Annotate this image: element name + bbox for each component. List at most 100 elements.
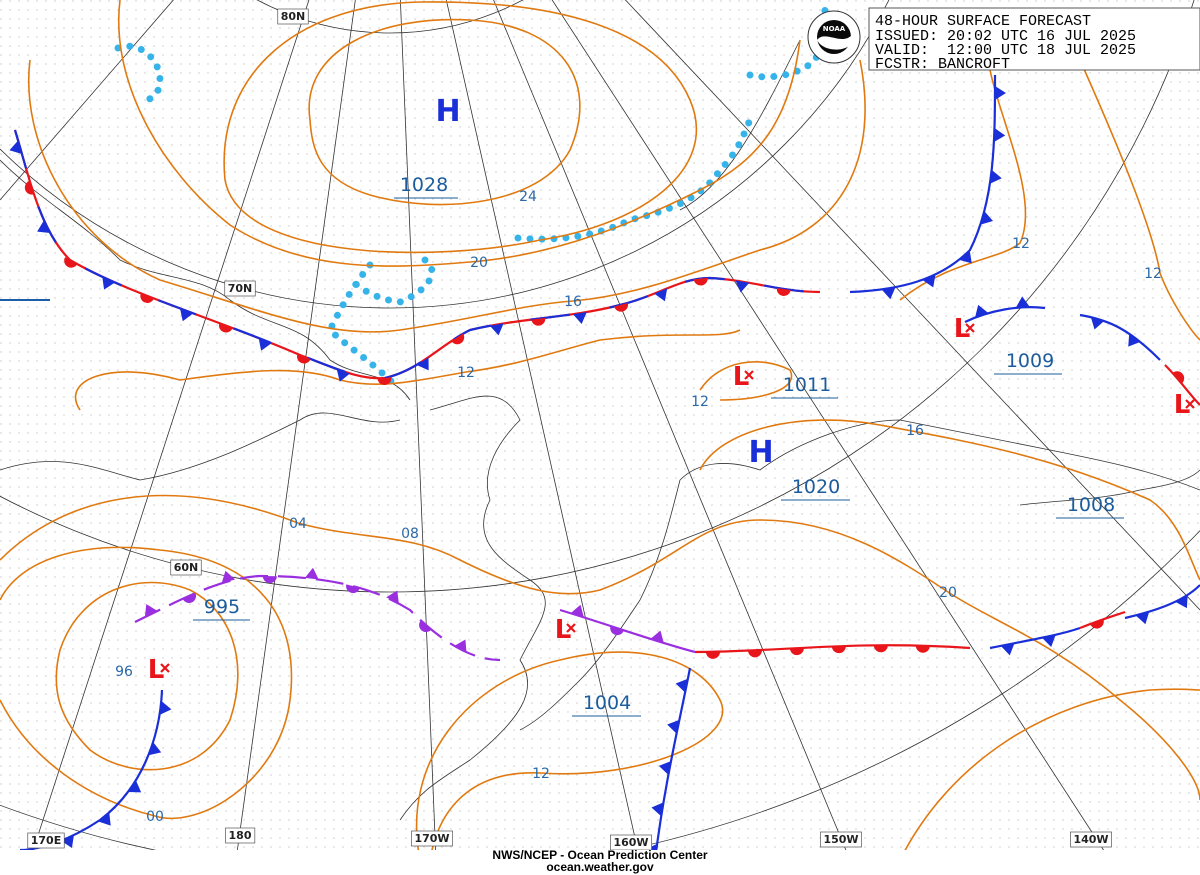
pressure-value: 1028 — [400, 174, 448, 196]
front-symbol — [1135, 611, 1150, 625]
meridian — [551, 0, 1111, 861]
front-symbols — [975, 296, 1030, 318]
front-symbol — [915, 645, 930, 653]
logo-text: NOAA — [823, 25, 846, 33]
front-symbols — [1135, 595, 1188, 625]
meridian — [0, 0, 174, 201]
front-symbol — [993, 127, 1006, 142]
coastline — [679, 419, 1200, 491]
ice-edge — [114, 42, 164, 104]
front-symbol — [304, 567, 319, 580]
isobar — [0, 494, 1200, 801]
front-symbol — [37, 220, 51, 233]
cold-front — [849, 74, 997, 294]
high-symbol: H — [748, 435, 773, 470]
front-symbol — [1172, 371, 1185, 384]
isobar-labels: 24 20 16 12 12 16 12 12 04 08 96 00 12 2… — [115, 189, 1162, 825]
front-symbol — [776, 287, 791, 296]
front-symbols — [1090, 619, 1104, 629]
label-box — [277, 8, 309, 25]
warm-front — [1164, 364, 1200, 406]
front-symbols — [706, 645, 930, 659]
front-symbol — [102, 276, 115, 290]
header-line: VALID: 12:00 UTC 18 JUL 2025 — [875, 42, 1136, 59]
front-symbol — [1090, 316, 1105, 330]
latitude-label: 70N — [228, 282, 253, 295]
front-symbol — [9, 140, 22, 155]
front-symbol — [693, 277, 708, 286]
front-symbol — [386, 590, 399, 604]
isobar-label: 16 — [564, 294, 582, 310]
front-symbols — [1172, 371, 1185, 384]
isobar-label: 96 — [115, 664, 133, 680]
pressure-value: 1020 — [792, 476, 840, 498]
front-symbol — [651, 802, 664, 817]
center-x — [1185, 399, 1195, 409]
front-symbol — [144, 604, 158, 618]
front-symbol — [1128, 333, 1141, 347]
low-symbol: L — [1174, 390, 1191, 420]
front-symbol — [667, 719, 680, 734]
front-symbol — [573, 312, 587, 324]
isobar — [699, 361, 793, 401]
front-symbol — [128, 780, 142, 793]
front-symbols — [570, 604, 664, 644]
cold-front — [1079, 313, 1161, 361]
front-symbol — [789, 647, 804, 656]
isobar-label: 24 — [519, 189, 537, 205]
front-symbol — [1175, 595, 1188, 609]
front-symbol — [377, 377, 392, 386]
label-box — [411, 830, 453, 847]
center-x — [160, 663, 170, 673]
label-box — [27, 832, 65, 849]
isobar — [699, 419, 1200, 581]
front-symbol — [24, 180, 34, 195]
pressure-value: 1008 — [1067, 494, 1115, 516]
center-x — [566, 623, 576, 633]
front-symbols — [1000, 634, 1056, 656]
isobar — [308, 18, 581, 206]
label-box — [1070, 831, 1112, 848]
isobar — [28, 59, 866, 333]
front-symbol — [454, 639, 467, 653]
isobar — [55, 581, 239, 771]
isobar-label: 12 — [691, 394, 709, 410]
front-symbol — [650, 630, 664, 644]
front-symbols — [9, 140, 791, 386]
occluded-front — [559, 608, 696, 654]
front-symbol — [570, 604, 584, 618]
front-symbol — [258, 337, 272, 351]
front-symbol — [61, 835, 74, 849]
front-symbol — [735, 280, 750, 293]
front-symbol — [262, 575, 277, 584]
latitude-80 — [256, 0, 524, 34]
label-box — [224, 280, 256, 297]
front-symbol — [980, 211, 994, 225]
front-symbol — [881, 287, 896, 300]
front-symbol — [140, 293, 154, 303]
isobar-label: 20 — [939, 585, 957, 601]
grid-dots — [0, 0, 1200, 850]
longitude-label: 180 — [229, 829, 252, 842]
front-symbol — [610, 625, 624, 636]
header-box: 48-HOUR SURFACE FORECAST ISSUED: 20:02 U… — [868, 7, 1200, 73]
front-symbol — [675, 678, 688, 693]
longitude-label: 140W — [1073, 833, 1108, 846]
isobar-label: 12 — [1012, 236, 1030, 252]
front-symbol — [1042, 634, 1056, 648]
footer-line: ocean.weather.gov — [546, 860, 654, 874]
front-symbols — [1090, 316, 1141, 347]
isobar — [415, 651, 724, 861]
front-symbol — [98, 812, 111, 826]
front-symbol — [416, 357, 429, 371]
noaa-logo: NOAA — [807, 10, 861, 64]
fronts — [0, 74, 1200, 861]
low-symbol: L — [954, 314, 971, 344]
isobar — [899, 688, 1200, 861]
isobar — [223, 1, 697, 254]
cold-front — [1124, 584, 1200, 620]
high-symbol: H — [435, 94, 460, 129]
